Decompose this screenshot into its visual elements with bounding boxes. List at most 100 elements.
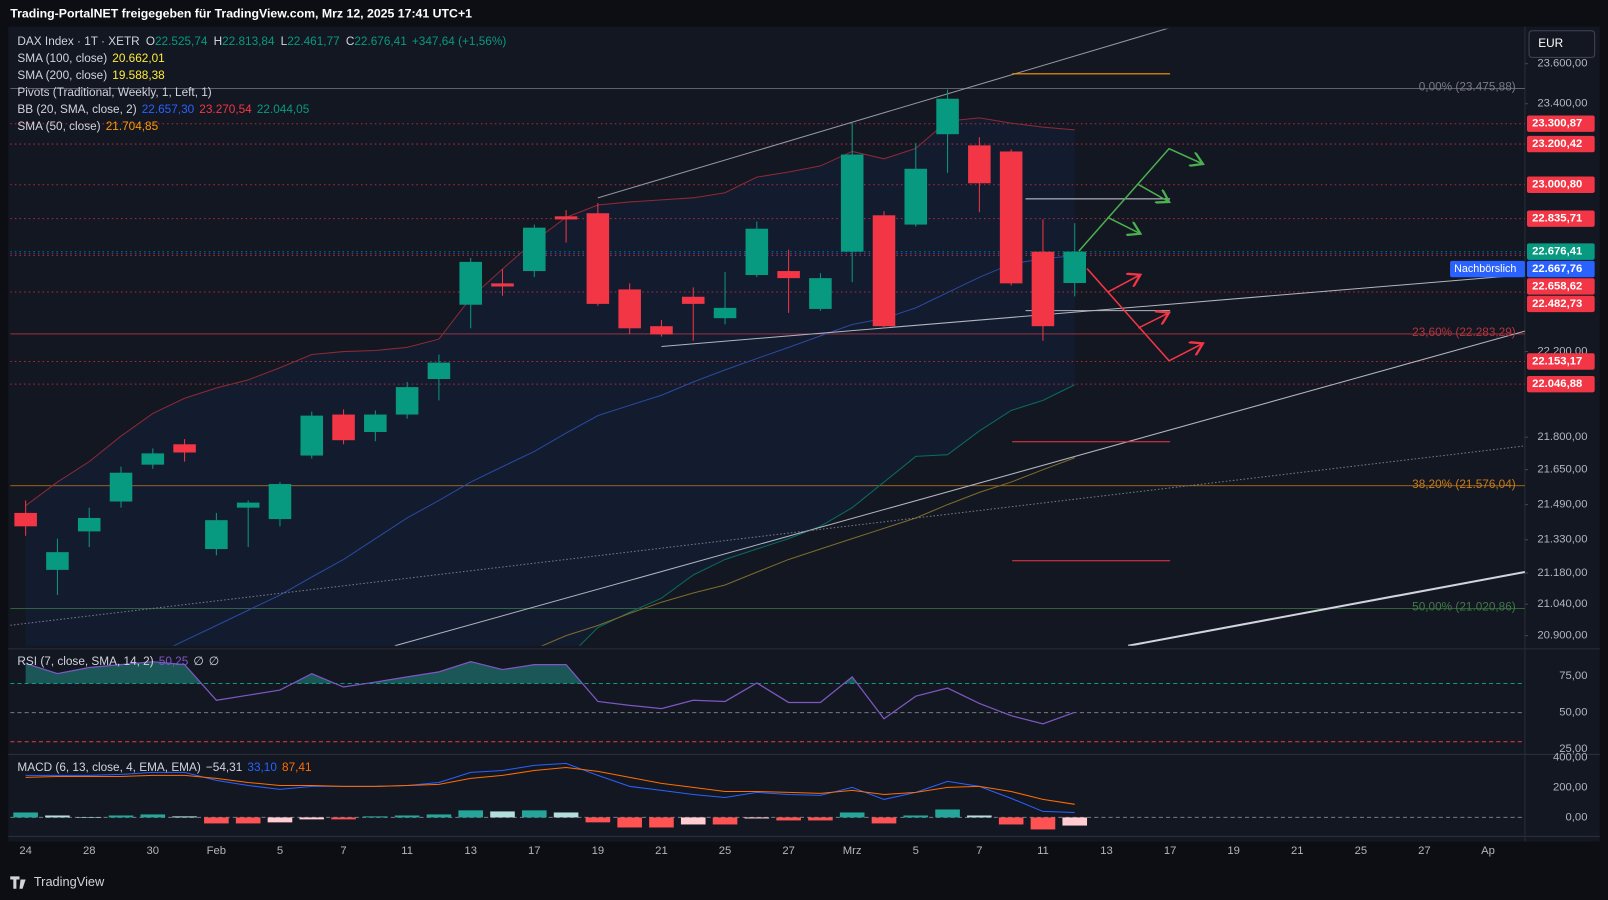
- macd-histogram-bar: [903, 815, 929, 818]
- macd-histogram-bar: [426, 814, 452, 818]
- ohlc-key: L: [281, 35, 288, 48]
- ohlc-value: 22.676,41: [354, 35, 406, 48]
- macd-histogram-bar: [331, 817, 356, 820]
- price-badge: [1526, 295, 1595, 313]
- candle-body: [840, 154, 864, 252]
- macd-histogram-bar: [585, 817, 611, 823]
- price-badge: [1526, 375, 1595, 393]
- macd-pane: [10, 762, 1525, 830]
- price-badge: [1526, 176, 1595, 193]
- macd-histogram-bar: [808, 817, 833, 821]
- candle-body: [236, 502, 260, 508]
- rsi-line: [25, 661, 1075, 725]
- brand-logo: [10, 876, 26, 889]
- rsi-value: 50,25: [159, 655, 189, 668]
- price-badge-label: 22.046,88: [1532, 378, 1582, 390]
- macd-value: 33,10: [247, 761, 277, 774]
- candle-body: [968, 145, 991, 184]
- macd-histogram-bar: [394, 815, 420, 818]
- macd-histogram-bar: [967, 815, 992, 818]
- scenario-arrow: [1086, 268, 1203, 362]
- x-tick-label: 25: [1355, 845, 1368, 857]
- macd-histogram-bar: [871, 817, 897, 824]
- macd-histogram-bar: [776, 817, 801, 821]
- share-caption: Trading-PortalNET freigegeben für Tradin…: [10, 7, 472, 21]
- session-badge: [1450, 260, 1525, 278]
- y-tick-label: 21.330,00: [1537, 534, 1587, 546]
- candle-body: [554, 216, 578, 220]
- price-badge: [1526, 353, 1595, 370]
- rsi-overbought-fill: [25, 661, 858, 684]
- ohlc-key: O: [146, 35, 155, 48]
- price-badge: [1526, 135, 1595, 153]
- candle-body: [427, 362, 451, 380]
- y-tick-label: 21.490,00: [1537, 499, 1587, 511]
- macd-title: MACD (6, 13, close, 4, EMA, EMA): [17, 761, 200, 774]
- x-tick-label: 7: [340, 845, 346, 857]
- overlay-layer: [25, 117, 1075, 646]
- macd-legend: MACD (6, 13, close, 4, EMA, EMA) −54,31 33…: [17, 761, 311, 774]
- indicator-line: [172, 255, 1075, 646]
- x-tick-label: 19: [1227, 845, 1240, 857]
- x-tick-label: 30: [147, 845, 160, 857]
- x-tick-label: 11: [1037, 845, 1049, 857]
- legend-line: SMA (200, close) 19.588,38: [17, 69, 165, 82]
- price-badge-label: 22.153,17: [1532, 355, 1582, 367]
- signal-value: 87,41: [282, 761, 311, 774]
- macd-histogram-bar: [521, 810, 547, 818]
- x-tick-label: 21: [655, 845, 668, 857]
- rsi-na: ∅: [209, 655, 219, 668]
- candle-body: [364, 414, 387, 432]
- macd-histogram-bar: [172, 816, 197, 818]
- candle-body: [77, 517, 101, 532]
- indicator-title: SMA (200, close): [17, 69, 107, 82]
- macd-line: [25, 762, 1075, 813]
- legend-line: DAX Index · 1T · XETR O22.525,74 H22.813,8…: [17, 35, 506, 48]
- candle-body: [14, 512, 37, 527]
- macd-histogram-bar: [235, 817, 261, 824]
- y-tick-label: 0,00: [1566, 811, 1588, 823]
- indicator-title: SMA (100, close): [17, 52, 107, 65]
- macd-histogram-bar: [45, 815, 70, 818]
- symbol-name: DAX Index · 1T · XETR: [17, 35, 139, 48]
- candle-body: [268, 484, 292, 520]
- price-badge-label: 23.300,87: [1532, 118, 1582, 130]
- macd-histogram-bar: [204, 817, 229, 824]
- ohlc-key: C: [346, 35, 355, 48]
- candle-body: [745, 228, 769, 276]
- candle-body: [650, 326, 673, 335]
- labels: DAX Index · 1T · XETR O22.525,74 H22.813,8…: [17, 35, 1595, 857]
- ohlc-key: H: [214, 35, 223, 48]
- price-badge-label: 22.658,62: [1532, 280, 1582, 292]
- candle-body: [395, 387, 419, 415]
- indicator-line: [25, 117, 1075, 507]
- price-badge-label: 23.200,42: [1532, 138, 1582, 150]
- fib-label: 23,60% (22.283,29): [1412, 326, 1516, 339]
- fib-label: 50,00% (21.020,86): [1412, 601, 1516, 614]
- trend-line: [10, 445, 1525, 626]
- session-label: Nachbörslich: [1454, 263, 1516, 275]
- y-tick-label: 21.800,00: [1537, 431, 1587, 443]
- macd-histogram-bar: [1062, 817, 1088, 826]
- currency-button[interactable]: [1528, 30, 1596, 58]
- candle-body: [523, 227, 546, 272]
- price-badge: [1526, 210, 1595, 227]
- rsi-legend: RSI (7, close, SMA, 14, 2) 50,25 ∅ ∅: [17, 655, 219, 668]
- y-tick-label: 22.200,00: [1537, 346, 1587, 358]
- fib-label: 38,20% (21.576,04): [1412, 478, 1516, 491]
- currency-label[interactable]: EUR: [1538, 37, 1563, 50]
- y-tick-label: 400,00: [1553, 751, 1587, 763]
- macd-histogram-bar: [649, 817, 674, 828]
- scenario-arrow: [1137, 313, 1169, 329]
- macd-histogram-bar: [76, 817, 102, 818]
- macd-histogram-bar: [1030, 817, 1056, 830]
- x-tick-label: Mrz: [843, 845, 862, 857]
- candle-body: [586, 213, 610, 304]
- x-tick-label: Feb: [207, 845, 226, 857]
- channel-line: [597, 28, 1169, 199]
- candle-body: [777, 271, 800, 279]
- macd-histogram-bar: [680, 817, 706, 825]
- x-tick-label: 7: [976, 845, 982, 857]
- legend-line: SMA (100, close) 20.662,01: [17, 52, 164, 65]
